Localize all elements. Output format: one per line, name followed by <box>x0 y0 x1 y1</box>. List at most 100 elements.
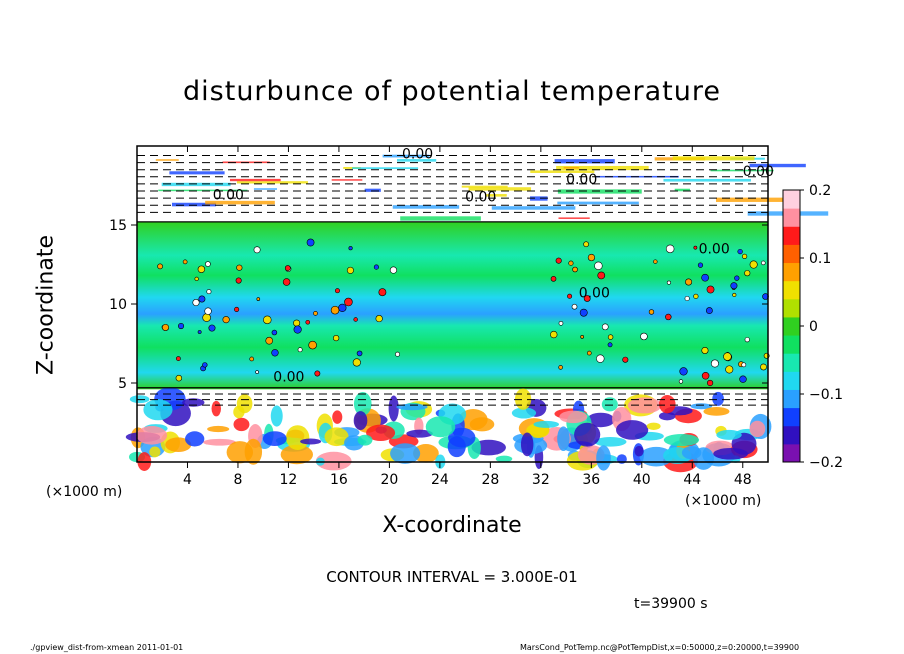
upper-streak <box>468 187 532 191</box>
lower-eddy <box>601 397 618 412</box>
lower-eddy <box>366 424 396 441</box>
perturbation-speckle <box>744 270 751 277</box>
perturbation-speckle <box>389 266 398 274</box>
perturbation-speckle <box>697 262 704 268</box>
contour-interval-text: CONTOUR INTERVAL = 3.000E-01 <box>326 568 578 586</box>
upper-streak <box>486 194 507 197</box>
colorbar-segment <box>783 280 800 300</box>
colorbar-segment <box>783 190 800 209</box>
colorbar-segment <box>783 316 800 336</box>
perturbation-speckle <box>197 330 202 334</box>
perturbation-speckle <box>271 349 279 357</box>
perturbation-speckle <box>568 260 574 266</box>
upper-streak <box>396 159 437 162</box>
contour-label: 0.00 <box>579 286 610 302</box>
footer-data-source: MarsCond_PotTemp.nc@PotTempDist,x=0:5000… <box>520 643 800 652</box>
lower-eddy <box>703 407 730 416</box>
upper-streak <box>169 171 225 175</box>
perturbation-speckle <box>235 277 242 284</box>
upper-streak <box>715 197 789 202</box>
lower-eddy <box>353 391 372 416</box>
perturbation-speckle <box>334 288 340 294</box>
upper-streak <box>331 179 363 181</box>
lower-eddy <box>270 405 283 427</box>
perturbation-speckle <box>265 336 273 345</box>
perturbation-speckle <box>297 347 303 353</box>
lower-eddy <box>357 434 373 446</box>
perturbation-speckle <box>725 365 734 374</box>
lower-eddy <box>244 438 263 465</box>
perturbation-speckle <box>653 259 658 264</box>
contour-label: 0.00 <box>402 147 433 163</box>
perturbation-speckle <box>234 306 240 312</box>
perturbation-speckle <box>761 260 766 266</box>
colorbar-segment <box>783 371 800 390</box>
time-label: t=39900 s <box>634 596 708 612</box>
perturbation-speckle <box>356 350 363 357</box>
lower-eddy <box>749 420 766 438</box>
perturbation-speckle <box>723 352 732 361</box>
colorbar-segment <box>783 353 800 372</box>
perturbation-speckle <box>293 319 301 327</box>
upper-streak <box>749 163 806 168</box>
perturbation-speckle <box>685 278 693 286</box>
lower-eddy <box>233 405 245 419</box>
perturbation-speckle <box>305 319 311 325</box>
perturbation-speckle <box>206 289 212 295</box>
upper-streak <box>155 159 179 161</box>
perturbation-speckle <box>202 362 208 368</box>
upper-streak <box>710 169 774 172</box>
contour-label: 0.00 <box>273 369 304 385</box>
upper-streak <box>392 205 460 209</box>
perturbation-speckle <box>555 257 562 264</box>
perturbation-speckle <box>263 315 272 325</box>
y-tick-label: 5 <box>118 376 127 392</box>
colorbar: 0.2 0.1 0 −0.1 −0.2 <box>782 183 843 471</box>
x-tick-label: 36 <box>582 472 600 488</box>
perturbation-speckle <box>550 276 557 282</box>
perturbation-speckle <box>594 261 603 271</box>
lower-eddy <box>690 403 713 410</box>
lower-eddy <box>616 420 649 440</box>
x-tick-label: 12 <box>280 472 298 488</box>
lower-eddy <box>596 445 611 471</box>
perturbation-speckle <box>705 307 713 314</box>
lower-eddy <box>413 443 439 463</box>
perturbation-speckle <box>222 316 230 324</box>
perturbation-speckle <box>678 379 684 384</box>
lower-eddy <box>469 417 495 432</box>
colorbar-segment <box>783 208 800 227</box>
x-tick-label: 24 <box>431 472 449 488</box>
lower-eddy <box>586 412 615 428</box>
perturbation-speckle <box>314 370 321 377</box>
perturbation-speckle <box>271 329 278 336</box>
lower-eddy <box>332 410 343 424</box>
perturbation-speckle <box>558 320 564 326</box>
lower-eddy <box>658 411 676 421</box>
lower-eddy <box>390 443 421 464</box>
upper-streak <box>558 217 590 219</box>
perturbation-speckle <box>684 295 690 302</box>
perturbation-speckle <box>665 244 675 254</box>
perturbation-speckle <box>640 332 648 341</box>
perturbation-speckle <box>330 305 340 315</box>
perturbation-speckle <box>587 253 596 262</box>
perturbation-speckle <box>348 246 353 251</box>
perturbation-speckle <box>580 335 585 339</box>
colorbar-segment <box>783 425 800 445</box>
colorbar-segment <box>783 389 800 409</box>
x-tick-label: 4 <box>183 472 192 488</box>
perturbation-speckle <box>579 308 588 317</box>
perturbation-speckle <box>352 358 361 367</box>
upper-streak <box>461 185 508 188</box>
colorbar-tick-label: −0.1 <box>809 387 843 403</box>
x-tick-label: 48 <box>734 472 752 488</box>
lower-eddy <box>315 451 352 471</box>
lower-eddy <box>285 425 310 450</box>
perturbation-speckle <box>282 278 291 286</box>
lower-eddy <box>511 407 537 419</box>
upper-streak <box>236 181 308 184</box>
perturbation-speckle <box>601 323 609 331</box>
perturbation-speckle <box>338 303 347 312</box>
footer-script-name: ./gpview_dist-from-xmean 2011-01-01 <box>30 643 184 652</box>
